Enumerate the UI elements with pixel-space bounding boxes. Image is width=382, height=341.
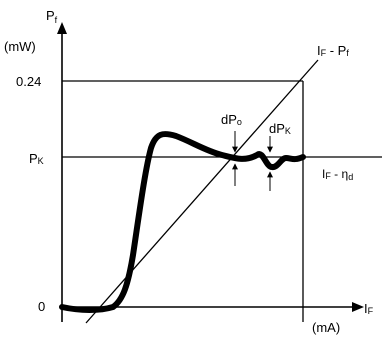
dpk-label: dPK xyxy=(269,121,291,136)
y-axis-unit: (mW) xyxy=(4,39,36,54)
if-eta-curve xyxy=(59,131,306,313)
x-axis-symbol: IF xyxy=(364,301,374,316)
if-eta-label: IF - ηd xyxy=(322,167,353,182)
dpo-label: dPo xyxy=(221,112,242,127)
x-axis-unit: (mA) xyxy=(312,320,340,335)
y-tick-pk: PK xyxy=(29,151,44,166)
origin-label: 0 xyxy=(38,299,45,314)
y-tick-top: 0.24 xyxy=(16,74,41,89)
if-pf-label: IF - Pf xyxy=(317,43,349,58)
if-pf-line xyxy=(85,59,319,324)
x-axis-arrow-icon xyxy=(352,302,364,312)
y-axis-symbol: Pf xyxy=(46,8,58,25)
y-axis-arrow-icon xyxy=(57,22,67,34)
